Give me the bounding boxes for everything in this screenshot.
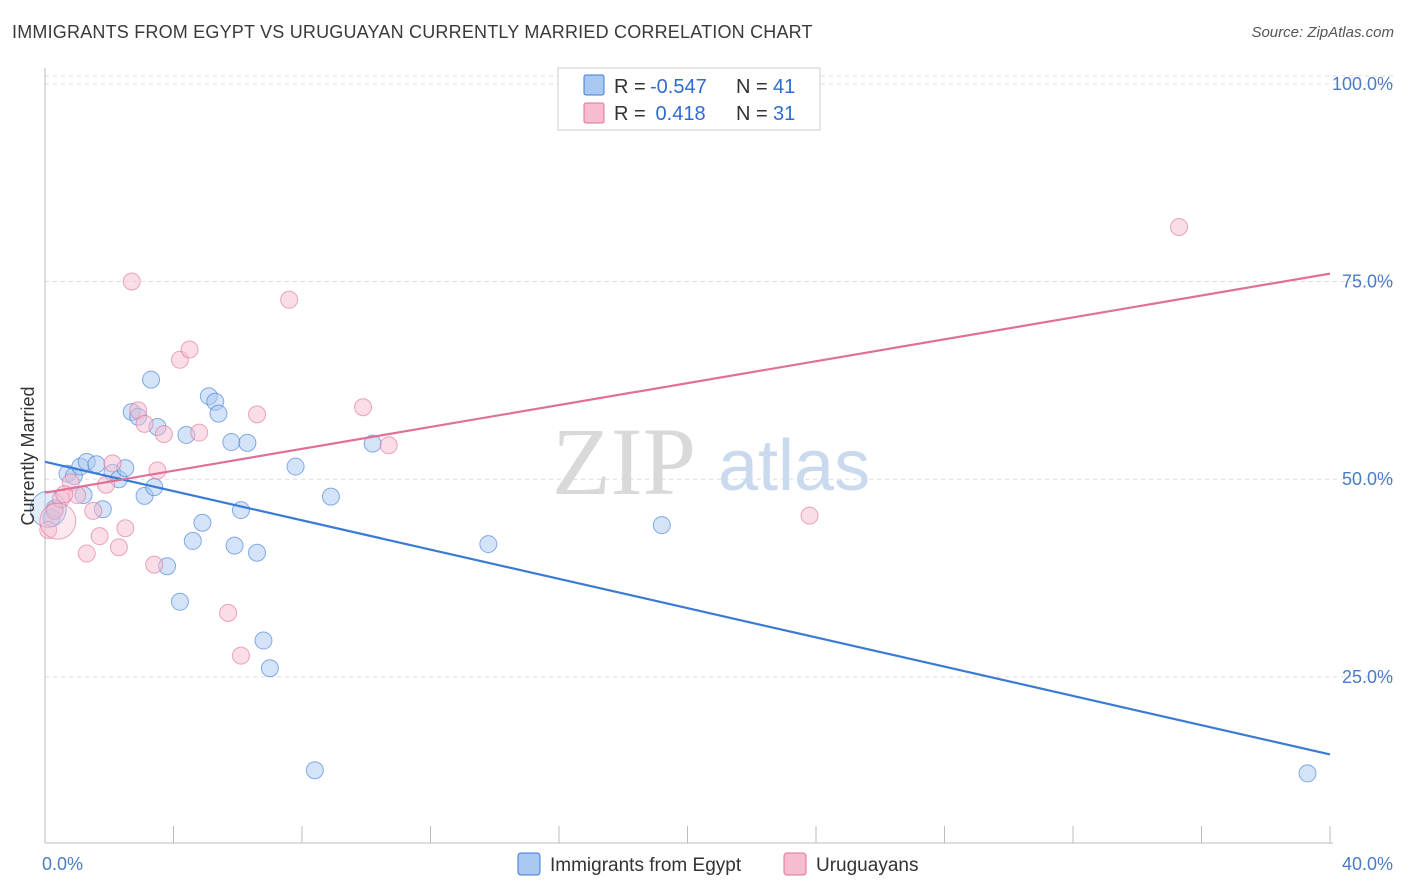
point-pink-7	[90, 527, 109, 546]
point-pink-5	[77, 544, 96, 563]
point-pink-22	[231, 646, 250, 665]
point-blue-38	[652, 516, 671, 535]
point-pink-19	[180, 340, 199, 359]
point-blue-34	[305, 761, 324, 780]
trend-layer	[44, 272, 1331, 756]
y-tick-labels: 25.0% 50.0% 75.0% 100.0%	[1332, 74, 1393, 687]
bottom-legend-swatch-pink	[783, 852, 807, 876]
legend-r-label-blue: R =	[614, 76, 646, 98]
watermark-zip: ZIP	[552, 408, 696, 515]
point-blue-39	[1298, 764, 1317, 783]
point-pink-17	[154, 425, 173, 444]
point-pink-26	[379, 436, 398, 455]
point-pink-20	[190, 423, 209, 442]
point-blue-30	[248, 543, 267, 562]
point-blue-29	[238, 433, 257, 452]
point-pink-23	[248, 405, 267, 424]
y-tick-label-1: 50.0%	[1342, 469, 1393, 489]
point-pink-12	[122, 272, 141, 291]
point-blue-22	[193, 513, 212, 532]
legend-n-value-blue: 41	[773, 76, 795, 98]
bottom-legend: Immigrants from Egypt Uruguayans	[517, 852, 918, 876]
y-tick-label-0: 25.0%	[1342, 667, 1393, 687]
point-blue-15	[142, 370, 161, 389]
point-pink-30	[39, 502, 77, 540]
point-pink-28	[1170, 217, 1189, 236]
legend-box: R = -0.547 N = 41 R = 0.418 N = 31	[557, 67, 821, 131]
point-blue-37	[479, 535, 498, 554]
watermark: ZIP atlas	[552, 408, 870, 515]
point-pink-11	[116, 519, 135, 538]
point-blue-31	[254, 631, 273, 650]
y-tick-label-3: 100.0%	[1332, 74, 1393, 94]
point-blue-27	[225, 536, 244, 555]
point-blue-33	[286, 457, 305, 476]
chart-source: Source: ZipAtlas.com	[1251, 24, 1394, 41]
point-pink-15	[145, 555, 164, 574]
legend-n-label-blue: N =	[736, 76, 768, 98]
points-layer	[29, 217, 1317, 783]
point-blue-21	[183, 531, 202, 550]
legend-swatch-pink	[583, 102, 605, 124]
chart-title: IMMIGRANTS FROM EGYPT VS URUGUAYAN CURRE…	[12, 22, 813, 42]
point-pink-14	[135, 414, 154, 433]
watermark-atlas: atlas	[718, 426, 870, 506]
point-pink-16	[148, 461, 167, 480]
grid-layer	[44, 75, 1393, 843]
point-pink-21	[219, 603, 238, 622]
bottom-legend-label-egypt: Immigrants from Egypt	[550, 855, 742, 876]
point-pink-9	[103, 454, 122, 473]
point-pink-10	[109, 538, 128, 557]
legend-n-value-pink: 31	[773, 103, 795, 125]
axis-layer	[44, 68, 1333, 844]
legend-r-value-pink: 0.418	[650, 103, 706, 125]
trend-line-pink	[44, 272, 1331, 494]
legend-r-label-pink: R =	[614, 103, 646, 125]
x-tick-labels: 0.0% 40.0%	[42, 854, 1393, 874]
point-pink-27	[800, 506, 819, 525]
point-pink-0	[39, 520, 58, 539]
x-tick-label-0: 0.0%	[42, 854, 83, 874]
y-axis-label: Currently Married	[18, 386, 38, 525]
bottom-legend-label-uruguayans: Uruguayans	[816, 855, 918, 876]
legend-n-label-pink: N =	[736, 103, 768, 125]
x-tick-label-1: 40.0%	[1342, 854, 1393, 874]
point-pink-25	[354, 398, 373, 417]
point-blue-19	[170, 592, 189, 611]
point-pink-8	[97, 475, 116, 494]
point-blue-35	[321, 487, 340, 506]
trend-line-blue	[44, 460, 1331, 756]
y-tick-label-2: 75.0%	[1342, 272, 1393, 292]
legend-swatch-blue	[583, 74, 605, 96]
legend-r-value-blue: -0.547	[650, 76, 707, 98]
point-pink-24	[280, 290, 299, 309]
point-blue-7	[87, 455, 106, 474]
point-blue-25	[209, 404, 228, 423]
point-blue-26	[222, 433, 241, 452]
bottom-legend-swatch-blue	[517, 852, 541, 876]
point-blue-32	[260, 659, 279, 678]
point-pink-6	[84, 501, 103, 520]
